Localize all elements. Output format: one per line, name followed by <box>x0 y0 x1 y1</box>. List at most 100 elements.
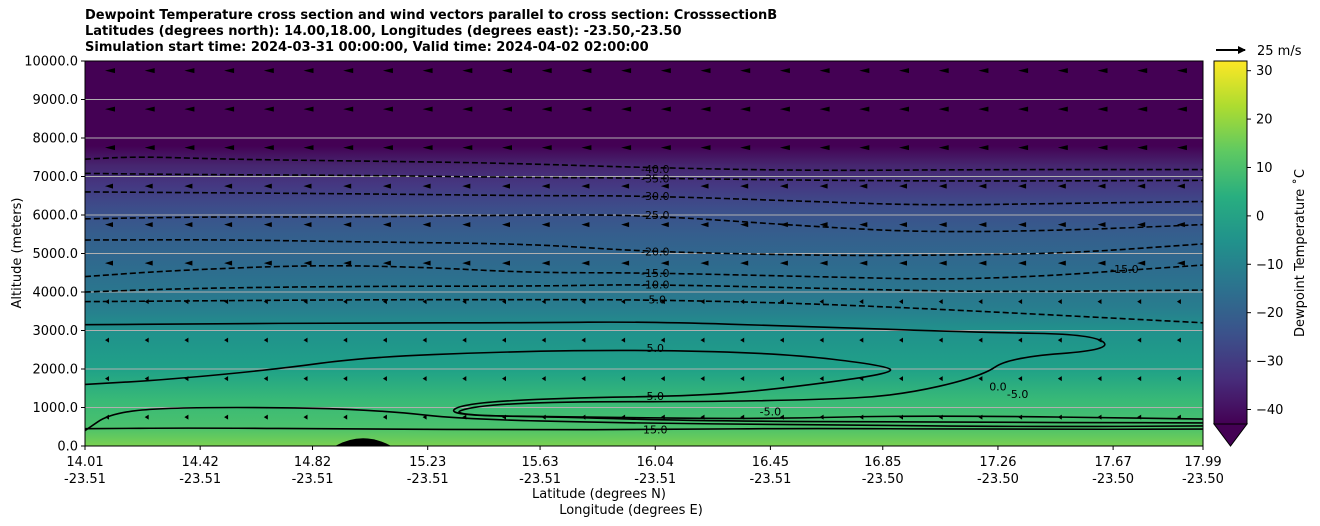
y-tick-label: 9000.0 <box>33 93 79 108</box>
wind-arrow <box>779 260 788 266</box>
wind-arrow <box>105 68 115 74</box>
contour-line <box>85 214 1203 233</box>
wind-arrow <box>581 222 590 228</box>
contour-line <box>85 191 1203 206</box>
x-tick-label-lon: -23.50 <box>1092 472 1134 487</box>
y-tick-label: 10000.0 <box>24 55 78 70</box>
wind-arrow <box>224 222 233 228</box>
wind-arrow <box>1176 376 1181 382</box>
wind-arrow <box>422 260 431 266</box>
colorbar-ticks: −40 −30 −20 −10 0 10 20 30 <box>1247 64 1283 418</box>
wind-arrow <box>422 222 431 228</box>
wind-arrow <box>1137 337 1142 343</box>
wind-arrow <box>541 337 546 343</box>
colorbar-tick-label: −10 <box>1256 258 1283 273</box>
wind-arrow <box>343 222 352 228</box>
wind-arrow <box>1176 68 1187 74</box>
wind-arrow <box>1097 68 1108 74</box>
wind-arrow <box>740 414 745 420</box>
wind-arrow <box>502 337 506 343</box>
wind-arrow <box>303 106 314 112</box>
wind-arrow <box>462 183 471 189</box>
y-tick-label: 4000.0 <box>33 286 79 301</box>
wind-arrow <box>899 106 909 112</box>
wind-arrow <box>660 414 665 420</box>
wind-arrow <box>660 260 669 266</box>
wind-arrow <box>938 260 947 266</box>
wind-arrow <box>700 260 709 266</box>
wind-arrow <box>1057 68 1068 74</box>
wind-arrow <box>899 376 903 382</box>
wind-arrow <box>303 260 312 266</box>
wind-arrow <box>1137 106 1148 112</box>
wind-arrow <box>462 222 471 228</box>
wind-arrow <box>144 337 149 343</box>
wind-arrow <box>1176 145 1187 151</box>
wind-arrow <box>700 337 705 343</box>
wind-arrow <box>779 376 784 382</box>
wind-arrow <box>105 222 113 228</box>
wind-arrow <box>621 299 626 305</box>
wind-arrow <box>1018 68 1029 74</box>
wind-arrow <box>621 376 626 382</box>
wind-arrow <box>859 183 868 189</box>
wind-arrow <box>502 376 506 382</box>
wind-arrow <box>263 222 272 228</box>
x-tick-label-lon: -23.51 <box>292 472 334 487</box>
wind-arrow <box>1097 299 1102 305</box>
wind-arrow <box>502 106 512 112</box>
wind-arrow <box>303 414 308 420</box>
wind-arrow <box>740 376 745 382</box>
contour-label: 15.0 <box>643 423 668 436</box>
colorbar-tick-label: −30 <box>1256 355 1283 370</box>
wind-arrow <box>1137 68 1148 74</box>
x-axis-label-longitude: Longitude (degrees E) <box>559 503 703 518</box>
wind-arrow <box>819 183 828 189</box>
wind-arrow <box>502 183 510 189</box>
wind-arrow <box>621 260 630 266</box>
wind-arrow <box>303 68 314 74</box>
wind-arrow <box>263 68 274 74</box>
wind-arrow <box>700 222 709 228</box>
contour-label: -15.0 <box>641 267 669 280</box>
wind-arrow <box>184 337 189 343</box>
y-tick-label: 3000.0 <box>33 324 79 339</box>
wind-arrow <box>938 337 943 343</box>
wind-arrow <box>1097 260 1106 266</box>
wind-arrow <box>779 337 784 343</box>
wind-arrow <box>899 414 903 420</box>
wind-arrow <box>303 222 312 228</box>
wind-arrow <box>105 260 113 266</box>
wind-arrow <box>263 337 268 343</box>
wind-arrow <box>224 68 235 74</box>
contour-label: -30.0 <box>641 190 669 203</box>
wind-arrow <box>859 222 868 228</box>
wind-arrow <box>263 376 268 382</box>
wind-arrow <box>581 299 586 305</box>
wind-arrow <box>819 68 830 74</box>
wind-arrow <box>541 106 552 112</box>
wind-arrow <box>303 337 308 343</box>
wind-arrow <box>144 260 153 266</box>
wind-arrow <box>660 299 665 305</box>
wind-arrow <box>502 145 512 151</box>
chart-title-line-1: Dewpoint Temperature cross section and w… <box>85 8 778 23</box>
wind-arrow <box>899 68 909 74</box>
wind-arrow <box>105 376 109 382</box>
wind-arrow <box>462 68 473 74</box>
x-tick-label-lon: -23.50 <box>862 472 904 487</box>
wind-arrow <box>621 414 626 420</box>
wind-arrow <box>581 68 592 74</box>
wind-arrow <box>700 376 705 382</box>
wind-arrow <box>343 68 354 74</box>
wind-arrow <box>1057 337 1062 343</box>
wind-arrow <box>382 260 391 266</box>
x-tick-label-lon: -23.51 <box>64 472 106 487</box>
wind-arrow <box>899 145 909 151</box>
y-tick-label: 6000.0 <box>33 209 79 224</box>
wind-arrow <box>740 68 751 74</box>
wind-arrow <box>382 222 391 228</box>
wind-arrow <box>660 106 671 112</box>
contour-line <box>85 239 1203 257</box>
wind-arrow <box>779 414 784 420</box>
